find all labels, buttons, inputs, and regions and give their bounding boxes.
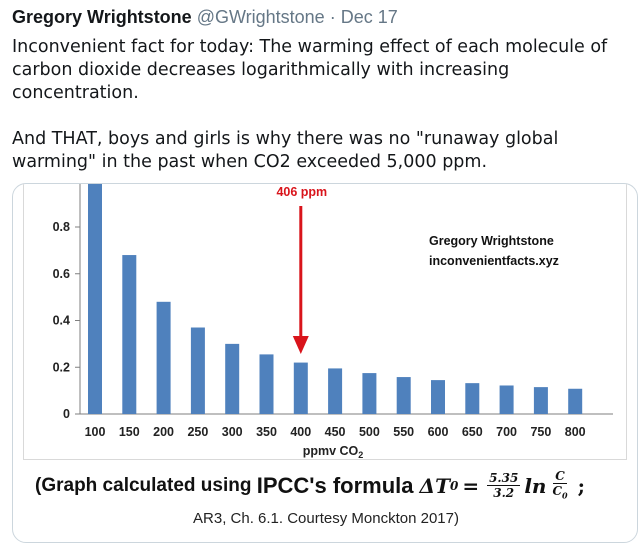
forcing-formula: ΔT 0 = 5.35 3.2 ln C C0 ;	[420, 469, 585, 502]
ratio-numerator: C	[553, 469, 567, 485]
formula-ln: ln	[524, 473, 547, 498]
x-tick-label: 450	[325, 425, 346, 439]
tweet-header: Gregory Wrightstone @GWrightstone · Dec …	[12, 6, 398, 28]
x-tick-label: 550	[393, 425, 414, 439]
x-tick-label: 100	[85, 425, 106, 439]
x-tick-label: 800	[565, 425, 586, 439]
x-tick-label: 300	[222, 425, 243, 439]
x-tick-label: 700	[496, 425, 517, 439]
author-handle[interactable]: @GWrightstone	[196, 7, 325, 27]
bar-200	[156, 301, 171, 414]
bar-650	[465, 383, 480, 414]
formula-fraction: 5.35 3.2	[487, 471, 521, 501]
formula-equals: =	[462, 473, 480, 498]
callout-arrow-head	[292, 336, 309, 354]
tweet-text: Inconvenient fact for today: The warming…	[12, 37, 608, 172]
x-tick-label: 400	[290, 425, 311, 439]
bar-150	[122, 255, 137, 414]
x-tick-label: 650	[462, 425, 483, 439]
author-name[interactable]: Gregory Wrightstone	[12, 7, 192, 27]
x-tick-label: 350	[256, 425, 277, 439]
y-tick-label: 0.2	[53, 360, 70, 374]
bar-700	[499, 385, 514, 414]
watermark: Gregory Wrightstone inconvenientfacts.xy…	[429, 234, 559, 268]
bar-550	[396, 377, 411, 414]
x-axis-labels: 100 150 200 250 300 350 400 450 500 550 600 650 700 7…	[85, 425, 586, 439]
caption-ipcc: IPCC's formula	[256, 473, 414, 498]
citation: AR3, Ch. 6.1. Courtesy Monckton 2017)	[193, 510, 459, 527]
bar-800	[568, 388, 583, 414]
chart-frame	[23, 184, 627, 460]
bar-500	[362, 373, 377, 414]
callout-label: 406 ppm	[276, 185, 327, 199]
y-tick-label: 0.4	[53, 314, 70, 328]
bar-100	[88, 184, 102, 414]
bar-600	[431, 380, 445, 414]
fraction-numerator: 5.35	[487, 471, 521, 487]
y-tick-label: 0	[63, 407, 70, 421]
x-tick-label: 250	[187, 425, 208, 439]
bar-300	[225, 343, 240, 414]
tweet-media-card[interactable]: 0 0.2 0.4 0.6 0.8 100 150 200 250 300 350 400 450 50…	[12, 183, 638, 543]
x-axis-title: ppmv CO2	[303, 444, 364, 460]
watermark-line-2: inconvenientfacts.xyz	[429, 254, 559, 268]
tweet-date[interactable]: Dec 17	[340, 7, 398, 27]
bar-250	[190, 327, 205, 414]
fraction-denominator: 3.2	[493, 486, 515, 501]
bar-450	[328, 368, 343, 414]
x-tick-label: 200	[153, 425, 174, 439]
caption-prefix: (Graph calculated using	[35, 475, 252, 496]
callout: 406 ppm	[276, 185, 327, 354]
bar-chart: 0 0.2 0.4 0.6 0.8 100 150 200 250 300 350 400 450 50…	[53, 184, 613, 460]
watermark-line-1: Gregory Wrightstone	[429, 234, 554, 248]
formula-lhs: ΔT	[419, 473, 450, 498]
formula-caption: (Graph calculated using IPCC's formula Δ…	[35, 466, 585, 506]
bar-400	[293, 362, 308, 414]
ratio-denominator: C0	[552, 484, 568, 501]
bar-350	[259, 354, 274, 414]
x-tick-label: 150	[119, 425, 140, 439]
formula-lhs-sub: 0	[449, 478, 459, 493]
x-tick-label: 750	[530, 425, 551, 439]
x-tick-label: 500	[359, 425, 380, 439]
bars	[88, 184, 583, 414]
bar-750	[533, 387, 548, 414]
concentration-ratio: C C0	[550, 469, 569, 502]
y-tick-label: 0.8	[53, 220, 70, 234]
formula-semicolon: ;	[577, 473, 585, 498]
x-tick-label: 600	[428, 425, 449, 439]
separator: ·	[329, 7, 336, 27]
y-tick-label: 0.6	[53, 267, 70, 281]
